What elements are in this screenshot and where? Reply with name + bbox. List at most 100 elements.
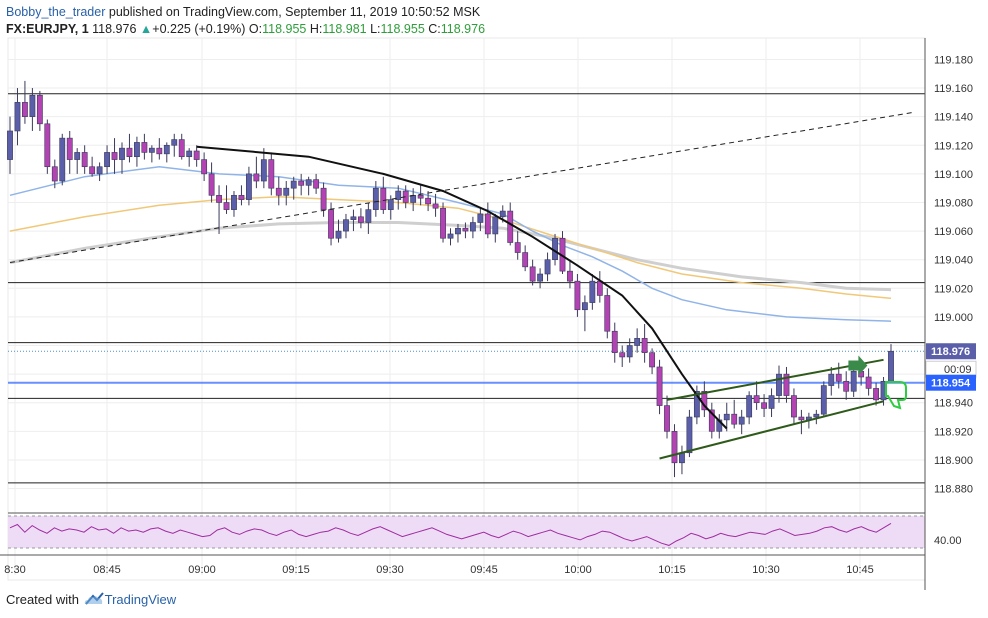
candle-body (656, 366, 663, 406)
candle (686, 409, 693, 458)
candle-body (641, 338, 648, 353)
candle-body (455, 227, 461, 235)
candle-body (178, 139, 185, 158)
price-tick-label: 119.120 (934, 140, 973, 152)
candle (574, 274, 581, 317)
price-tick-label: 119.180 (934, 54, 973, 66)
tradingview-brand[interactable]: TradingView (104, 592, 177, 607)
candles (7, 80, 894, 478)
candle (178, 133, 185, 160)
candle (104, 145, 110, 174)
candle (193, 145, 200, 167)
candle (148, 145, 155, 163)
channel-upper-line[interactable] (666, 358, 884, 401)
candle (671, 424, 678, 478)
price-tick-label: 119.040 (934, 255, 973, 267)
candle (22, 80, 28, 124)
candle-body (820, 385, 827, 415)
candle-body (850, 370, 857, 392)
thumbs-down-icon[interactable] (885, 381, 907, 410)
candle (649, 348, 655, 375)
candle (664, 395, 670, 439)
author-name[interactable]: Bobby_the_trader (6, 5, 106, 19)
price-tick-label: 119.060 (934, 226, 973, 238)
candle (305, 176, 312, 196)
candle (447, 228, 454, 246)
candle-body (596, 280, 603, 296)
publish-info: published on TradingView.com, September … (108, 5, 481, 19)
candle-body (462, 227, 469, 232)
dashed-trendline[interactable] (9, 111, 914, 264)
candle (7, 116, 13, 174)
candle (156, 138, 163, 160)
candle-body (791, 395, 797, 418)
candle-body (14, 102, 21, 132)
horizontal-lines[interactable] (8, 93, 925, 484)
chart-header: Bobby_the_trader published on TradingVie… (6, 4, 485, 38)
candle-body (201, 159, 208, 175)
candle (567, 259, 573, 289)
candle-body (357, 216, 364, 223)
chart-frame (7, 37, 926, 581)
candle (380, 176, 387, 214)
candle-body (843, 380, 850, 392)
candle (723, 402, 730, 432)
countdown-label: 00:09 (944, 364, 972, 376)
candle (484, 202, 491, 239)
time-axis[interactable]: 8:30 08:45 09:00 09:15 09:30 09:45 10:00 10:15 1… (0, 554, 925, 576)
candle-body (888, 350, 894, 382)
candle (731, 399, 738, 429)
candle (835, 362, 842, 389)
candle-body (798, 416, 805, 421)
candle-body (611, 330, 618, 353)
candle-body (634, 338, 641, 346)
candle (843, 371, 850, 400)
candle (365, 202, 372, 234)
up-arrow-icon: ▲ (139, 22, 153, 36)
price-tick-label: 119.000 (934, 312, 973, 324)
green-arrow-icon[interactable] (848, 355, 868, 376)
price-axis[interactable]: 119.180 119.160 119.140 119.120 119.100 119.0… (924, 38, 977, 590)
price-chart[interactable]: 40.00 119.180 119.160 119.140 119.120 119.10… (0, 0, 988, 590)
grid (7, 37, 926, 581)
candle-body (731, 413, 738, 425)
candle-body (119, 147, 125, 160)
candle (820, 381, 827, 418)
drawings[interactable] (9, 111, 914, 460)
candle-body (828, 373, 835, 386)
candle-body (275, 187, 282, 196)
candle-body (708, 409, 715, 432)
candle (529, 259, 536, 286)
candle-body (537, 273, 544, 282)
candle-body (253, 173, 260, 182)
price-change: +0.225 (+0.19%) (152, 22, 246, 36)
candle-body (768, 395, 775, 409)
candle (66, 130, 73, 174)
channel-lower-line[interactable] (659, 400, 884, 460)
candle (626, 338, 633, 363)
candle-body (59, 137, 66, 182)
time-tick-label: 08:45 (93, 564, 121, 576)
candle-body (679, 452, 685, 464)
candle-body (148, 147, 155, 153)
candle (611, 322, 618, 363)
candle-body (268, 159, 275, 189)
candle (313, 173, 320, 194)
candle (888, 344, 894, 382)
candle (589, 274, 596, 310)
black-trend-curve[interactable] (196, 145, 728, 430)
candle-body (440, 207, 446, 239)
candle (29, 88, 36, 131)
candle (290, 176, 297, 200)
time-tick-label: 09:15 (282, 564, 310, 576)
ma-fast-line (9, 165, 892, 322)
candle-body (492, 216, 499, 235)
candle (163, 142, 170, 163)
candle (119, 142, 125, 174)
candle (298, 173, 305, 196)
close-value: 118.976 (440, 22, 486, 36)
candle-body (425, 197, 432, 205)
candle-body (335, 230, 342, 239)
rsi-pane: 40.00 (8, 512, 962, 549)
candle-body (746, 395, 753, 418)
